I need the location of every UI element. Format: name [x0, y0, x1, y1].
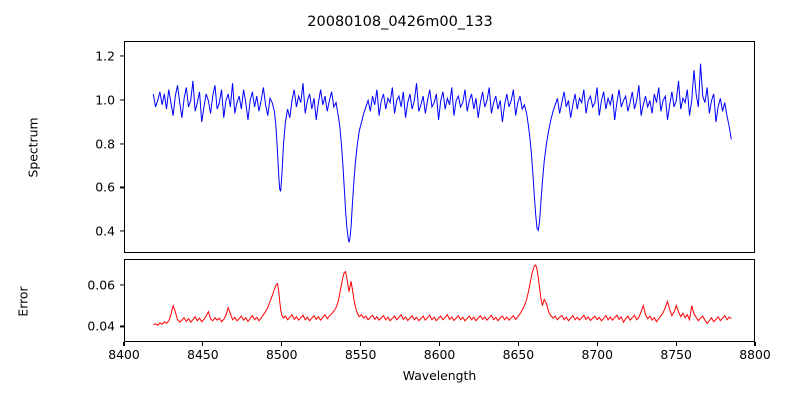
x-tick-label: 8400 — [108, 347, 140, 362]
x-tick-label: 8450 — [187, 347, 219, 362]
y-tick-mark-error — [120, 325, 124, 327]
y-tick-label-spectrum: 0.4 — [95, 223, 115, 239]
y-tick-label-spectrum: 0.6 — [95, 179, 115, 195]
x-tick-mark — [675, 342, 677, 346]
x-tick-mark — [438, 342, 441, 346]
x-tick-mark — [517, 342, 519, 346]
spectrum-plot-area — [124, 41, 755, 253]
x-tick-label: 8550 — [344, 347, 377, 362]
error-line-series — [125, 260, 754, 341]
x-tick-label: 8700 — [581, 347, 614, 362]
y-tick-mark-spectrum — [120, 186, 124, 188]
x-tick-mark — [360, 342, 362, 346]
x-tick-mark — [281, 342, 283, 346]
x-tick-label: 8500 — [265, 347, 298, 362]
y-tick-mark-spectrum — [120, 99, 124, 101]
x-tick-mark — [123, 342, 125, 346]
y-axis-label-spectrum: Spectrum — [25, 117, 41, 178]
y-tick-label-error: 0.06 — [87, 277, 115, 293]
x-tick-mark — [754, 342, 756, 346]
y-tick-label-spectrum: 1.0 — [95, 92, 115, 108]
x-tick-mark — [202, 342, 204, 346]
y-tick-mark-spectrum — [120, 230, 124, 232]
x-tick-label: 8600 — [423, 347, 456, 362]
x-tick-mark — [596, 342, 598, 346]
y-tick-label-error: 0.04 — [87, 318, 115, 334]
y-tick-mark-spectrum — [120, 143, 124, 145]
x-tick-label: 8800 — [739, 347, 771, 362]
error-plot-area — [124, 259, 755, 342]
y-axis-label-error: Error — [15, 286, 31, 317]
y-tick-mark-spectrum — [120, 55, 124, 57]
page-title: 20080108_0426m00_133 — [307, 14, 493, 30]
y-tick-mark-error — [120, 284, 124, 286]
x-tick-label: 8750 — [660, 347, 692, 362]
x-axis-label: Wavelength — [402, 368, 477, 383]
y-tick-label-spectrum: 0.8 — [95, 136, 115, 152]
y-tick-label-spectrum: 1.2 — [95, 48, 115, 64]
spectrum-line-series — [125, 42, 754, 252]
x-tick-label: 8650 — [502, 347, 535, 362]
